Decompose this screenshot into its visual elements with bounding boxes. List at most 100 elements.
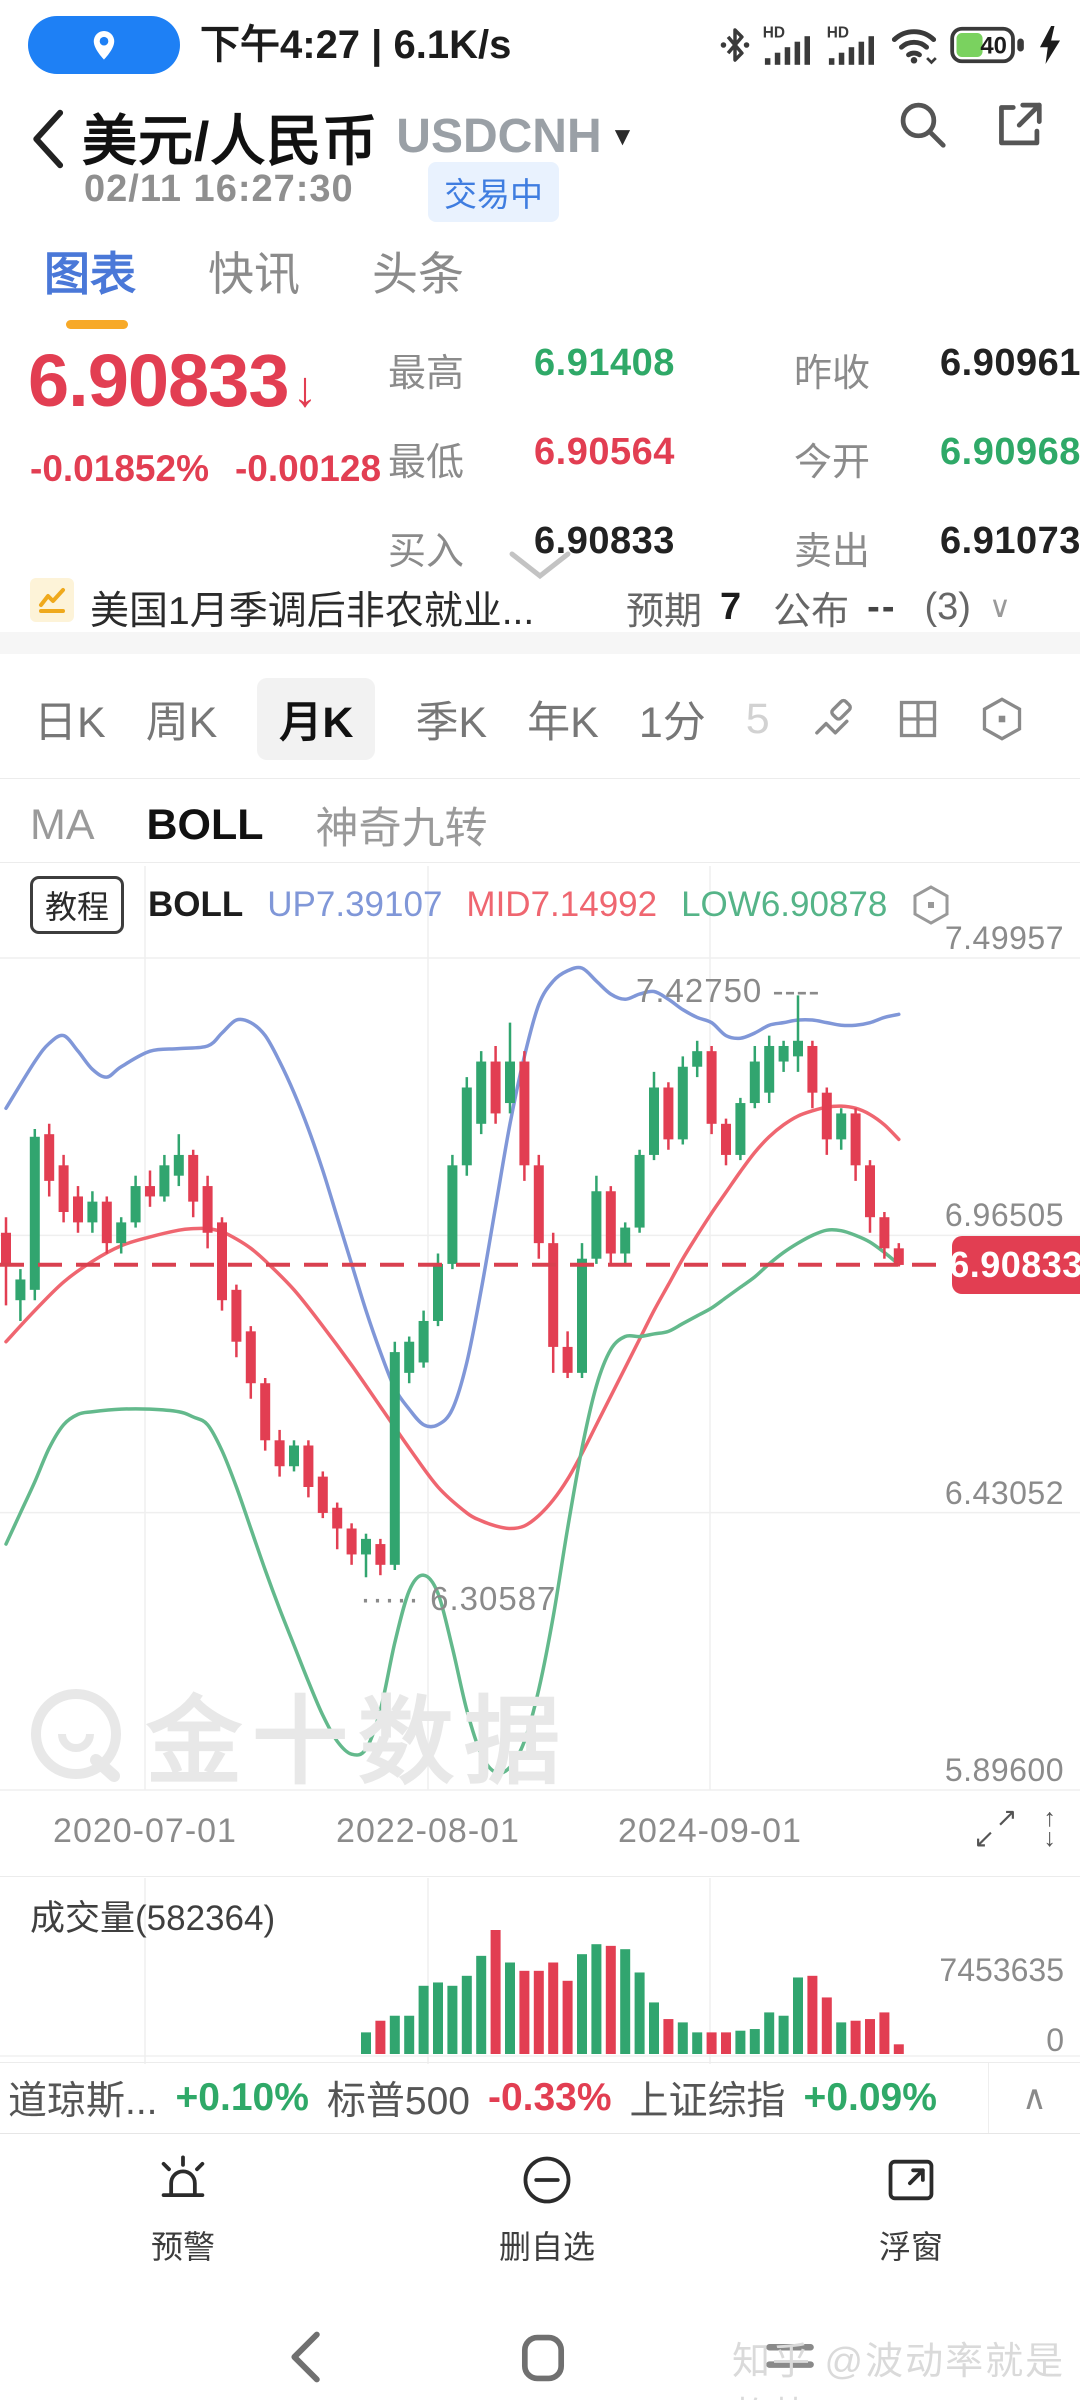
stat-label: 最高 xyxy=(388,353,465,395)
zhihu-watermark: 知乎 @波动率就是趋势 xyxy=(732,2341,1066,2400)
indicator-settings-hexagon-icon[interactable] xyxy=(980,696,1024,742)
stat-value-high: 6.91408 xyxy=(534,342,675,384)
news-chart-icon xyxy=(30,578,74,622)
status-bar: 下午4:27 | 6.1K/s HD HD xyxy=(0,0,1080,90)
y-axis-tick: 6.43052 xyxy=(944,1475,1064,1511)
indicator-ma[interactable]: MA xyxy=(30,800,95,849)
ticker-collapse-chevron-icon[interactable]: ∧ xyxy=(988,2063,1080,2133)
news-title[interactable]: 美国1月季调后非农就业... xyxy=(90,590,535,633)
alert-button[interactable]: 预警 xyxy=(151,2152,215,2268)
period-5min[interactable]: 5 xyxy=(745,694,770,743)
share-icon[interactable] xyxy=(992,98,1044,150)
svg-text:HD: HD xyxy=(827,24,849,41)
current-price-badge: 6.90833 xyxy=(949,1236,1080,1294)
trading-status-badge: 交易中 xyxy=(428,162,559,222)
news-count: (3) xyxy=(924,586,971,628)
jin10-logo-icon xyxy=(31,1688,121,1782)
x-axis-tick: 2024-09-01 xyxy=(618,1812,802,1850)
news-expand-chevron-icon[interactable]: ∨ xyxy=(988,591,1011,624)
location-pin-icon xyxy=(93,31,115,60)
stat-value-prev-close: 6.90961 xyxy=(940,342,1080,384)
price-change-row: -0.01852% -0.00128 xyxy=(30,448,381,490)
period-monthly[interactable]: 月K xyxy=(257,678,376,760)
scale-vertical-icon[interactable]: ↑ ↓ xyxy=(1043,1804,1057,1852)
boll-settings-hexagon-icon[interactable] xyxy=(911,884,951,926)
search-icon[interactable] xyxy=(896,98,948,150)
divider xyxy=(0,1876,1080,1877)
volume-axis-max: 7453635 xyxy=(939,1952,1064,1988)
boll-label: BOLL xyxy=(148,885,244,924)
tab-flash-news[interactable]: 快讯 xyxy=(208,248,300,300)
android-recents-icon[interactable] xyxy=(764,2339,816,2375)
volume-axis-min: 0 xyxy=(1046,2022,1064,2058)
grid-layout-icon[interactable] xyxy=(896,697,940,741)
signal-hd-icon-2: HD xyxy=(827,24,874,65)
stat-label: 卖出 xyxy=(794,531,871,573)
collapse-chevron-icon[interactable] xyxy=(506,550,574,580)
stat-value-ask: 6.91073 xyxy=(940,520,1080,562)
quote-stats-grid: 最高 6.91408 昨收 6.90961 最低 6.90564 今开 6.90… xyxy=(388,342,1080,575)
battery-icon: 40 xyxy=(950,26,1024,64)
index-name[interactable]: 上证综指 xyxy=(629,2080,786,2123)
remove-watchlist-button[interactable]: 删自选 xyxy=(499,2152,595,2268)
svg-text:40: 40 xyxy=(980,33,1007,60)
period-weekly[interactable]: 周K xyxy=(145,699,218,747)
stat-value-low: 6.90564 xyxy=(534,431,675,473)
boll-up-value: UP7.39107 xyxy=(267,885,443,924)
section-separator xyxy=(0,632,1080,654)
change-absolute: -0.00128 xyxy=(234,448,382,489)
jin10-watermark: 金十数据 xyxy=(26,1664,570,1803)
android-back-icon[interactable] xyxy=(288,2331,322,2383)
android-home-icon[interactable] xyxy=(518,2333,568,2383)
floating-window-button[interactable]: 浮窗 xyxy=(879,2152,943,2268)
volume-chart[interactable] xyxy=(0,1878,1080,2064)
boll-mid-value: MID7.14992 xyxy=(466,885,658,924)
period-1min[interactable]: 1分 xyxy=(638,699,706,747)
pair-symbol[interactable]: USDCNH xyxy=(396,109,602,163)
status-time: 下午4:27 | 6.1K/s xyxy=(200,23,512,67)
stat-value-bid: 6.90833 xyxy=(534,520,675,562)
candlestick-chart[interactable] xyxy=(0,866,1080,1800)
publish-value: -- xyxy=(867,586,897,628)
signal-hd-icon-1: HD xyxy=(763,24,810,65)
y-axis-tick: 7.49957 xyxy=(944,920,1064,956)
chart-low-annotation: ····· 6.30587 xyxy=(360,1580,557,1617)
symbol-dropdown-caret-icon[interactable]: ▼ xyxy=(609,120,637,151)
boll-low-value: LOW6.90878 xyxy=(681,885,888,924)
quote-datetime: 02/11 16:27:30 xyxy=(84,168,354,210)
expand-chart-icon[interactable]: ↗ ↙ xyxy=(973,1802,1018,1853)
draw-tool-icon[interactable] xyxy=(810,696,856,742)
svg-text:HD: HD xyxy=(763,24,785,41)
tutorial-button[interactable]: 教程 xyxy=(30,876,125,934)
y-axis-tick: 5.89600 xyxy=(944,1752,1064,1788)
page-title: 美元/人民币 USDCNH ▼ xyxy=(82,96,636,176)
stat-label: 今开 xyxy=(794,442,871,484)
period-tabs: 日K 周K 月K 季K 年K 1分 5 xyxy=(34,664,1024,774)
x-axis-tick: 2020-07-01 xyxy=(53,1812,237,1850)
index-change: +0.09% xyxy=(803,2076,937,2119)
index-change: -0.33% xyxy=(487,2076,612,2119)
stat-label: 昨收 xyxy=(794,353,871,395)
index-name[interactable]: 标普500 xyxy=(326,2080,470,2123)
stat-label: 最低 xyxy=(388,442,465,484)
index-ticker-bar[interactable]: 道琼斯... +0.10% 标普500 -0.33% 上证综指 +0.09% xyxy=(0,2062,1080,2134)
active-tab-underline xyxy=(66,320,128,329)
period-daily[interactable]: 日K xyxy=(34,699,106,747)
news-values: 预期 7 公布 -- (3) ∨ xyxy=(626,580,1011,635)
indicator-magic-nine[interactable]: 神奇九转 xyxy=(315,805,488,853)
divider xyxy=(0,778,1080,779)
index-name[interactable]: 道琼斯... xyxy=(8,2080,158,2123)
stat-value-open: 6.90968 xyxy=(940,431,1080,473)
period-yearly[interactable]: 年K xyxy=(527,699,599,747)
charging-bolt-icon xyxy=(1039,26,1061,64)
indicator-boll[interactable]: BOLL xyxy=(146,800,264,849)
tab-chart[interactable]: 图表 xyxy=(44,248,136,300)
wifi-icon xyxy=(891,29,937,65)
expect-label: 预期 xyxy=(626,591,703,633)
tab-headlines[interactable]: 头条 xyxy=(372,248,464,300)
period-quarterly[interactable]: 季K xyxy=(415,699,488,747)
location-pill[interactable] xyxy=(28,16,180,74)
back-button[interactable] xyxy=(28,108,66,170)
change-percent: -0.01852% xyxy=(30,448,209,489)
